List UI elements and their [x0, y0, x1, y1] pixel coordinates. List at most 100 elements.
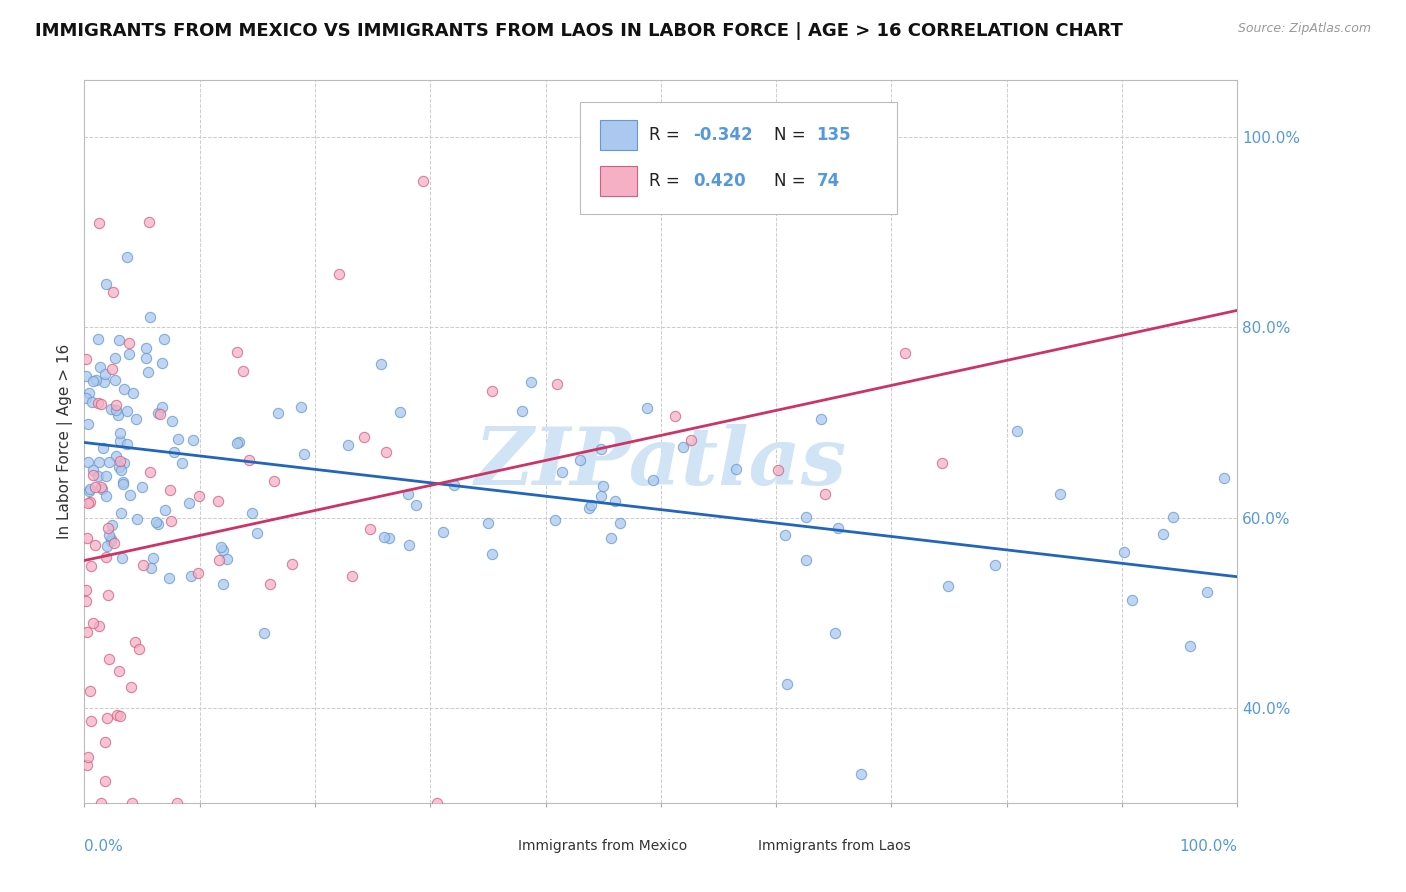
Point [170, 456, 193, 470]
Text: 0.0%: 0.0% [84, 838, 124, 854]
Point [146, 406, 169, 420]
Point [108, 664, 131, 678]
Point [353, 430, 375, 444]
Point [226, 344, 249, 359]
Point [228, 434, 250, 449]
Point [131, 480, 153, 494]
Point [551, 465, 574, 479]
Point [108, 333, 131, 347]
Point [138, 215, 160, 229]
Point [112, 475, 135, 489]
Point [82, 374, 104, 388]
Point [80, 559, 103, 574]
Point [94, 735, 117, 749]
Point [412, 174, 434, 188]
Point [481, 547, 503, 561]
Point [105, 450, 128, 464]
Point [96, 711, 118, 725]
Point [110, 463, 132, 477]
Point [94, 550, 117, 565]
Point [94, 489, 117, 503]
Point [510, 403, 533, 417]
Point [328, 267, 350, 281]
Point [98, 651, 121, 665]
Point [794, 552, 817, 566]
Point [97, 521, 120, 535]
Point [432, 525, 454, 540]
Point [84, 373, 107, 387]
Point [128, 641, 150, 656]
Point [86, 469, 108, 483]
Point [157, 571, 180, 585]
Point [477, 516, 499, 530]
Point [1049, 486, 1071, 500]
Point [211, 543, 233, 558]
Point [97, 455, 120, 469]
Point [426, 796, 449, 810]
Point [1197, 585, 1219, 599]
Point [97, 588, 120, 602]
Point [336, 438, 359, 452]
Point [77, 455, 100, 469]
Point [142, 551, 165, 566]
Point [75, 594, 97, 608]
Point [108, 459, 131, 474]
Point [91, 441, 114, 455]
Point [94, 773, 117, 788]
Point [114, 382, 136, 396]
Point [125, 411, 148, 425]
Point [87, 332, 110, 346]
Point [87, 216, 110, 230]
Point [232, 364, 254, 378]
Point [679, 433, 702, 447]
Point [139, 310, 162, 325]
Point [605, 493, 627, 508]
Point [931, 456, 953, 470]
Point [80, 714, 103, 728]
Point [77, 483, 100, 498]
Point [672, 441, 695, 455]
Point [340, 569, 363, 583]
Text: 135: 135 [817, 126, 851, 144]
Point [208, 553, 231, 567]
Point [75, 392, 97, 406]
Point [100, 362, 122, 376]
Point [82, 394, 104, 409]
Point [75, 368, 97, 383]
Point [90, 796, 112, 810]
Point [1152, 527, 1174, 541]
Point [100, 533, 122, 547]
Point [94, 367, 117, 381]
Point [108, 708, 131, 723]
Point [90, 480, 112, 494]
Point [75, 351, 97, 366]
Point [212, 577, 235, 591]
Point [89, 359, 111, 374]
Point [84, 537, 107, 551]
FancyBboxPatch shape [600, 120, 637, 150]
Point [76, 758, 98, 772]
Point [105, 398, 128, 412]
Y-axis label: In Labor Force | Age > 16: In Labor Force | Age > 16 [58, 344, 73, 539]
Point [115, 251, 138, 265]
Point [599, 531, 621, 545]
Point [159, 483, 181, 498]
Text: N =: N = [773, 172, 811, 190]
Point [773, 528, 796, 542]
Point [101, 518, 124, 533]
Text: 100.0%: 100.0% [1180, 838, 1237, 854]
Point [569, 452, 592, 467]
Point [79, 482, 101, 496]
Point [131, 558, 153, 573]
Point [544, 513, 567, 527]
Point [984, 558, 1007, 572]
Point [373, 530, 395, 544]
Point [266, 406, 288, 420]
Point [77, 749, 100, 764]
Point [110, 506, 132, 520]
Point [591, 442, 613, 457]
FancyBboxPatch shape [721, 835, 749, 857]
Point [163, 445, 186, 459]
Point [207, 494, 229, 508]
FancyBboxPatch shape [581, 102, 897, 214]
